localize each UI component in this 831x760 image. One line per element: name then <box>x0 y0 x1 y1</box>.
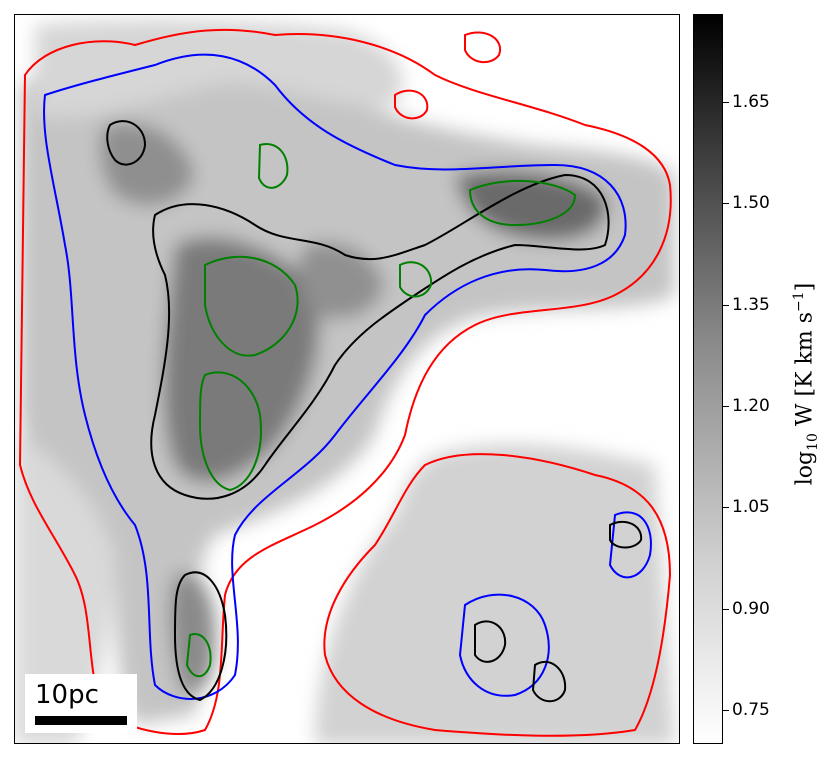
contour-green-5 <box>185 633 212 678</box>
colorbar-title: log10 W [K km s−1] <box>791 283 821 486</box>
emission-dark-4 <box>299 242 385 319</box>
colorbar <box>693 14 723 744</box>
intensity-map: 10pc <box>14 14 680 744</box>
contour-green-2 <box>198 371 262 492</box>
contour-red-east <box>323 453 672 737</box>
contour-black-main <box>150 173 610 500</box>
contour-blue-east <box>458 593 550 697</box>
contour-blue-right <box>608 511 652 579</box>
scale-bar-line <box>35 716 127 725</box>
colorbar-tick-mark <box>723 406 729 407</box>
contour-black-e1 <box>474 620 507 663</box>
contour-green-1 <box>204 255 299 357</box>
contour-black-e3 <box>609 520 643 549</box>
colorbar-tick-mark <box>723 102 729 103</box>
colorbar-title-exp: −1 <box>791 291 808 312</box>
colorbar-title-prefix: log <box>792 450 818 486</box>
colorbar-tick-label: 1.20 <box>732 396 770 416</box>
colorbar-title-close: ] <box>792 282 818 292</box>
colorbar-tick-label: 1.50 <box>732 193 770 213</box>
colorbar-tick-mark <box>723 710 729 711</box>
contour-green-6 <box>399 261 433 298</box>
colorbar-tick-mark <box>723 609 729 610</box>
colorbar-title-var: W <box>792 396 818 434</box>
contour-black-south <box>173 571 228 702</box>
colorbar-tick-mark <box>723 305 729 306</box>
contour-black-e2 <box>531 660 567 703</box>
colorbar-tick-label: 0.75 <box>732 700 770 720</box>
contour-red-small-2 <box>464 31 502 64</box>
emission-east <box>315 444 675 743</box>
colorbar-title-sub: 10 <box>804 433 821 451</box>
contour-green-4 <box>257 143 289 189</box>
emission-dark-1 <box>163 236 320 483</box>
colorbar-title-unit: [K km s <box>792 311 818 397</box>
map-canvas <box>15 19 675 743</box>
colorbar-tick-mark <box>723 203 729 204</box>
emission-dark-5 <box>99 122 195 206</box>
scale-bar: 10pc <box>25 674 137 733</box>
contour-red-small-1 <box>394 89 429 120</box>
colorbar-tick-label: 1.05 <box>732 497 770 517</box>
contour-blue-outer <box>43 53 627 700</box>
colorbar-tick-label: 1.35 <box>732 295 770 315</box>
colorbar-tick-mark <box>723 507 729 508</box>
emission-layer <box>15 19 675 743</box>
emission-dark-2 <box>455 170 607 241</box>
contour-green-3 <box>468 180 577 227</box>
colorbar-tick-label: 0.90 <box>732 599 770 619</box>
scale-bar-label: 10pc <box>35 680 99 710</box>
colorbar-tick-label: 1.65 <box>732 92 770 112</box>
contour-black-nw <box>106 120 147 166</box>
